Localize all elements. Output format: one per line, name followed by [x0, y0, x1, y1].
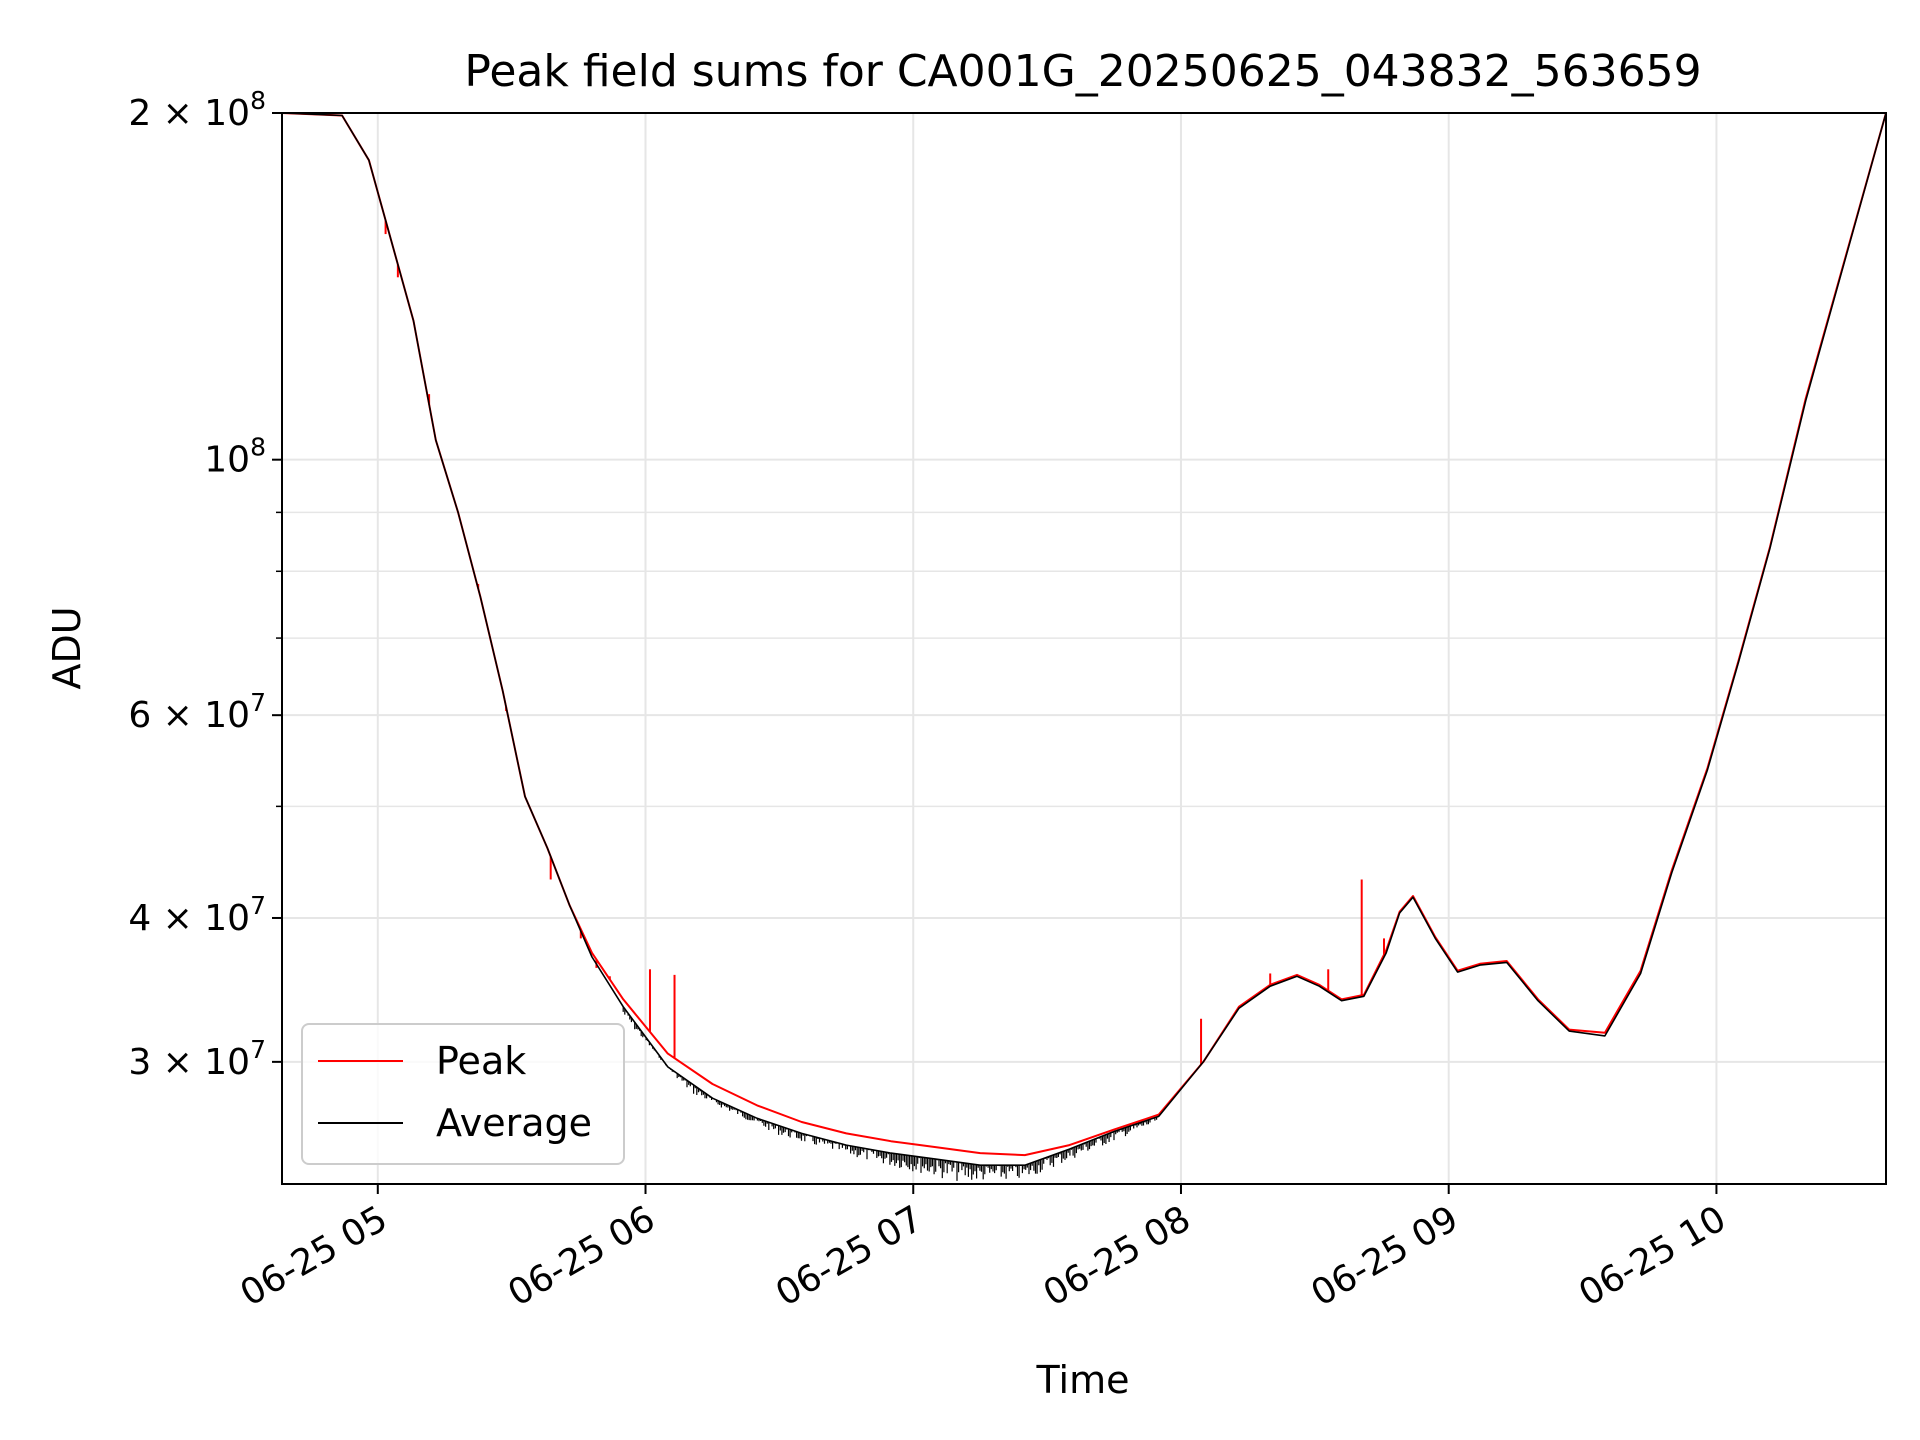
series-average — [281, 112, 1887, 1166]
y-axis-label: ADU — [45, 606, 89, 689]
plot-area — [281, 112, 1887, 1185]
series-layer — [281, 112, 1887, 1166]
chart-title: Peak field sums for CA001G_20250625_0438… — [464, 46, 1701, 97]
y-tick-label: 4 × 107 — [128, 891, 266, 939]
plot-background — [282, 113, 1886, 1184]
series-line-average — [281, 112, 1887, 1166]
plot-frame — [281, 112, 1887, 1185]
y-tick-label: 6 × 107 — [128, 688, 266, 736]
y-tick-label: 2 × 108 — [128, 86, 266, 134]
x-axis-label: Time — [1036, 1358, 1130, 1402]
legend: Peak Average — [301, 1023, 625, 1165]
legend-label-peak: Peak — [436, 1039, 526, 1083]
legend-box — [301, 1023, 625, 1165]
legend-label-average: Average — [436, 1101, 592, 1145]
y-tick-label: 3 × 107 — [128, 1035, 266, 1083]
